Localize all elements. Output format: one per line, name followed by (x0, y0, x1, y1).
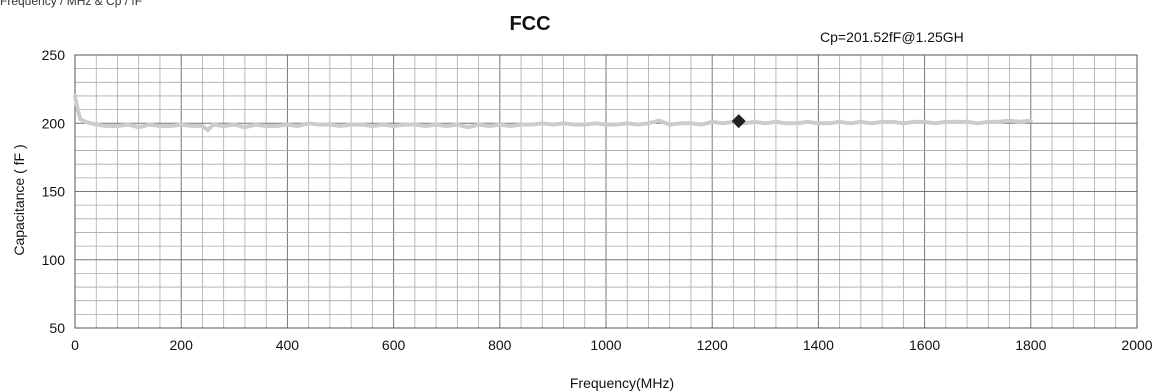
y-tick-label: 250 (42, 47, 66, 63)
y-axis-label: Capacitance ( fF ) (11, 144, 27, 255)
top-caption: Frequency / MHz & Cp / fF (0, 0, 143, 8)
x-tick-label: 1600 (909, 337, 940, 353)
series-layer (73, 94, 1033, 133)
plot-area (74, 54, 1138, 329)
x-tick-label: 200 (170, 337, 194, 353)
marker-point (731, 114, 746, 129)
x-tick-label: 0 (71, 337, 79, 353)
x-tick-label: 800 (488, 337, 512, 353)
y-tick-label: 200 (42, 115, 66, 131)
y-tick-label: 50 (49, 320, 65, 336)
x-tick-label: 1000 (590, 337, 621, 353)
x-tick-label: 600 (382, 337, 406, 353)
y-tick-label: 150 (42, 184, 66, 200)
series-line (73, 94, 1033, 133)
x-tick-label: 400 (276, 337, 300, 353)
x-tick-label: 1200 (697, 337, 728, 353)
x-axis-label: Frequency(MHz) (570, 375, 674, 391)
x-tick-label: 1800 (1015, 337, 1046, 353)
marker-annotation: Cp=201.52fF@1.25GH (820, 29, 964, 45)
y-tick-label: 100 (42, 252, 66, 268)
x-tick-label: 1400 (803, 337, 834, 353)
x-tick-label: 2000 (1121, 337, 1152, 353)
tick-labels: 0 200 400 600 800 1000 1200 1400 1600 1800 2000 50 1… (42, 47, 1153, 353)
chart-title: FCC (509, 13, 550, 35)
grid-lines (74, 54, 1138, 329)
